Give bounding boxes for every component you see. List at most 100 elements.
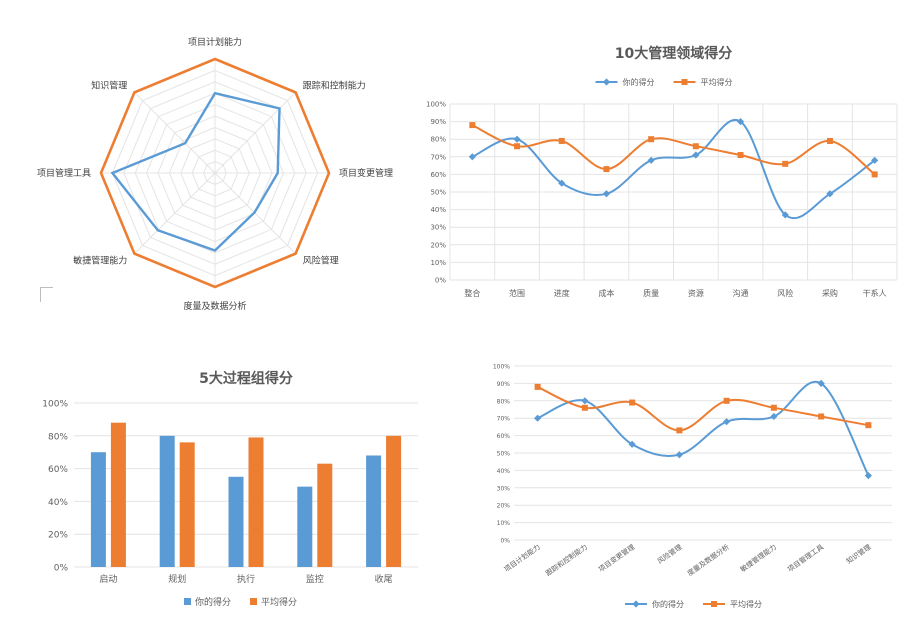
series-line	[471, 124, 876, 176]
legend-label: 平均得分	[730, 599, 762, 609]
data-point	[581, 404, 588, 411]
y-tick-label: 60%	[430, 171, 446, 179]
data-point	[826, 190, 834, 198]
data-point	[770, 412, 778, 421]
data-point	[558, 137, 565, 144]
radar-axis-label: 风险管理	[303, 255, 339, 267]
legend-label: 平均得分	[701, 77, 733, 87]
x-tick-label: 风险管理	[655, 542, 683, 565]
x-tick-label: 项目计划能力	[502, 542, 542, 573]
data-point	[581, 397, 589, 405]
x-tick-label: 跟踪和控制能力	[544, 542, 589, 577]
data-point	[817, 379, 825, 387]
data-point	[647, 156, 655, 164]
x-tick-label: 沟通	[733, 288, 749, 298]
data-point	[871, 171, 878, 178]
data-point	[675, 451, 683, 459]
y-tick-label: 0%	[435, 277, 446, 285]
legend-marker	[602, 78, 611, 86]
radar-axis-label: 知识管理	[91, 79, 127, 91]
data-point	[782, 160, 789, 167]
y-tick-label: 10%	[497, 520, 511, 527]
x-tick-label: 采购	[822, 288, 838, 298]
data-point	[603, 166, 610, 173]
data-point	[781, 211, 789, 219]
y-tick-label: 20%	[430, 241, 446, 249]
data-point	[864, 472, 872, 480]
data-point	[723, 418, 731, 426]
x-tick-label: 启动	[99, 573, 117, 585]
series-line	[537, 385, 869, 432]
bar	[248, 437, 264, 567]
y-tick-label: 50%	[497, 451, 511, 458]
y-tick-label: 90%	[497, 381, 511, 388]
legend-marker	[632, 600, 640, 608]
data-point	[534, 383, 541, 390]
y-tick-label: 80%	[497, 398, 511, 405]
x-tick-label: 执行	[237, 573, 255, 585]
x-tick-label: 度量及数据分析	[685, 542, 730, 577]
radar-axis-label: 项目变更管理	[339, 167, 393, 179]
data-point	[629, 399, 636, 406]
y-tick-label: 100%	[42, 400, 68, 410]
legend-label: 你的得分	[652, 599, 684, 609]
data-point	[818, 413, 825, 420]
y-tick-label: 90%	[430, 118, 446, 126]
x-tick-label: 敏捷管理能力	[738, 542, 778, 573]
data-point	[676, 427, 683, 434]
x-tick-label: 项目管理工具	[786, 542, 826, 573]
data-point	[770, 404, 777, 411]
data-point	[513, 135, 521, 143]
data-point	[736, 118, 745, 126]
data-point	[692, 151, 700, 159]
data-point	[468, 153, 476, 161]
x-tick-label: 干系人	[863, 288, 887, 298]
y-tick-label: 40%	[497, 468, 511, 475]
y-tick-label: 40%	[430, 206, 446, 214]
data-point	[628, 440, 636, 448]
x-tick-label: 范围	[509, 288, 525, 298]
data-point	[469, 122, 476, 129]
x-tick-label: 成本	[598, 288, 614, 298]
bar	[366, 455, 382, 567]
x-tick-label: 监控	[306, 573, 324, 585]
y-tick-label: 100%	[493, 364, 510, 371]
legend-marker	[681, 79, 688, 85]
data-point	[692, 143, 699, 150]
bar	[90, 452, 106, 567]
data-point	[534, 414, 542, 422]
data-point	[723, 397, 730, 404]
y-tick-label: 70%	[430, 153, 446, 161]
x-tick-label: 风险	[777, 288, 793, 298]
y-tick-label: 20%	[48, 531, 68, 541]
legend-label: 你的得分	[195, 596, 231, 608]
radar-axis-label: 度量及数据分析	[183, 300, 246, 312]
y-tick-label: 60%	[48, 465, 68, 475]
bar	[297, 486, 313, 567]
radar-axis-label: 项目管理工具	[37, 167, 91, 179]
x-tick-label: 质量	[643, 288, 659, 298]
data-point	[514, 143, 521, 150]
y-tick-label: 80%	[430, 136, 446, 144]
y-tick-label: 30%	[430, 224, 446, 232]
y-tick-label: 0%	[500, 538, 510, 545]
y-tick-label: 70%	[497, 416, 511, 423]
data-point	[602, 190, 611, 198]
data-point	[737, 152, 744, 159]
radar-axis-label: 敏捷管理能力	[73, 255, 127, 267]
y-tick-label: 30%	[497, 485, 511, 492]
radar-spoke	[134, 92, 216, 174]
bar	[317, 463, 333, 567]
data-point	[871, 156, 879, 164]
x-tick-label: 进度	[554, 288, 570, 298]
data-point	[648, 136, 655, 143]
x-tick-label: 规划	[168, 573, 186, 585]
legend-swatch	[184, 598, 191, 605]
legend-marker	[711, 601, 717, 607]
series-line	[471, 118, 876, 220]
radar-axis-label: 项目计划能力	[188, 36, 242, 48]
